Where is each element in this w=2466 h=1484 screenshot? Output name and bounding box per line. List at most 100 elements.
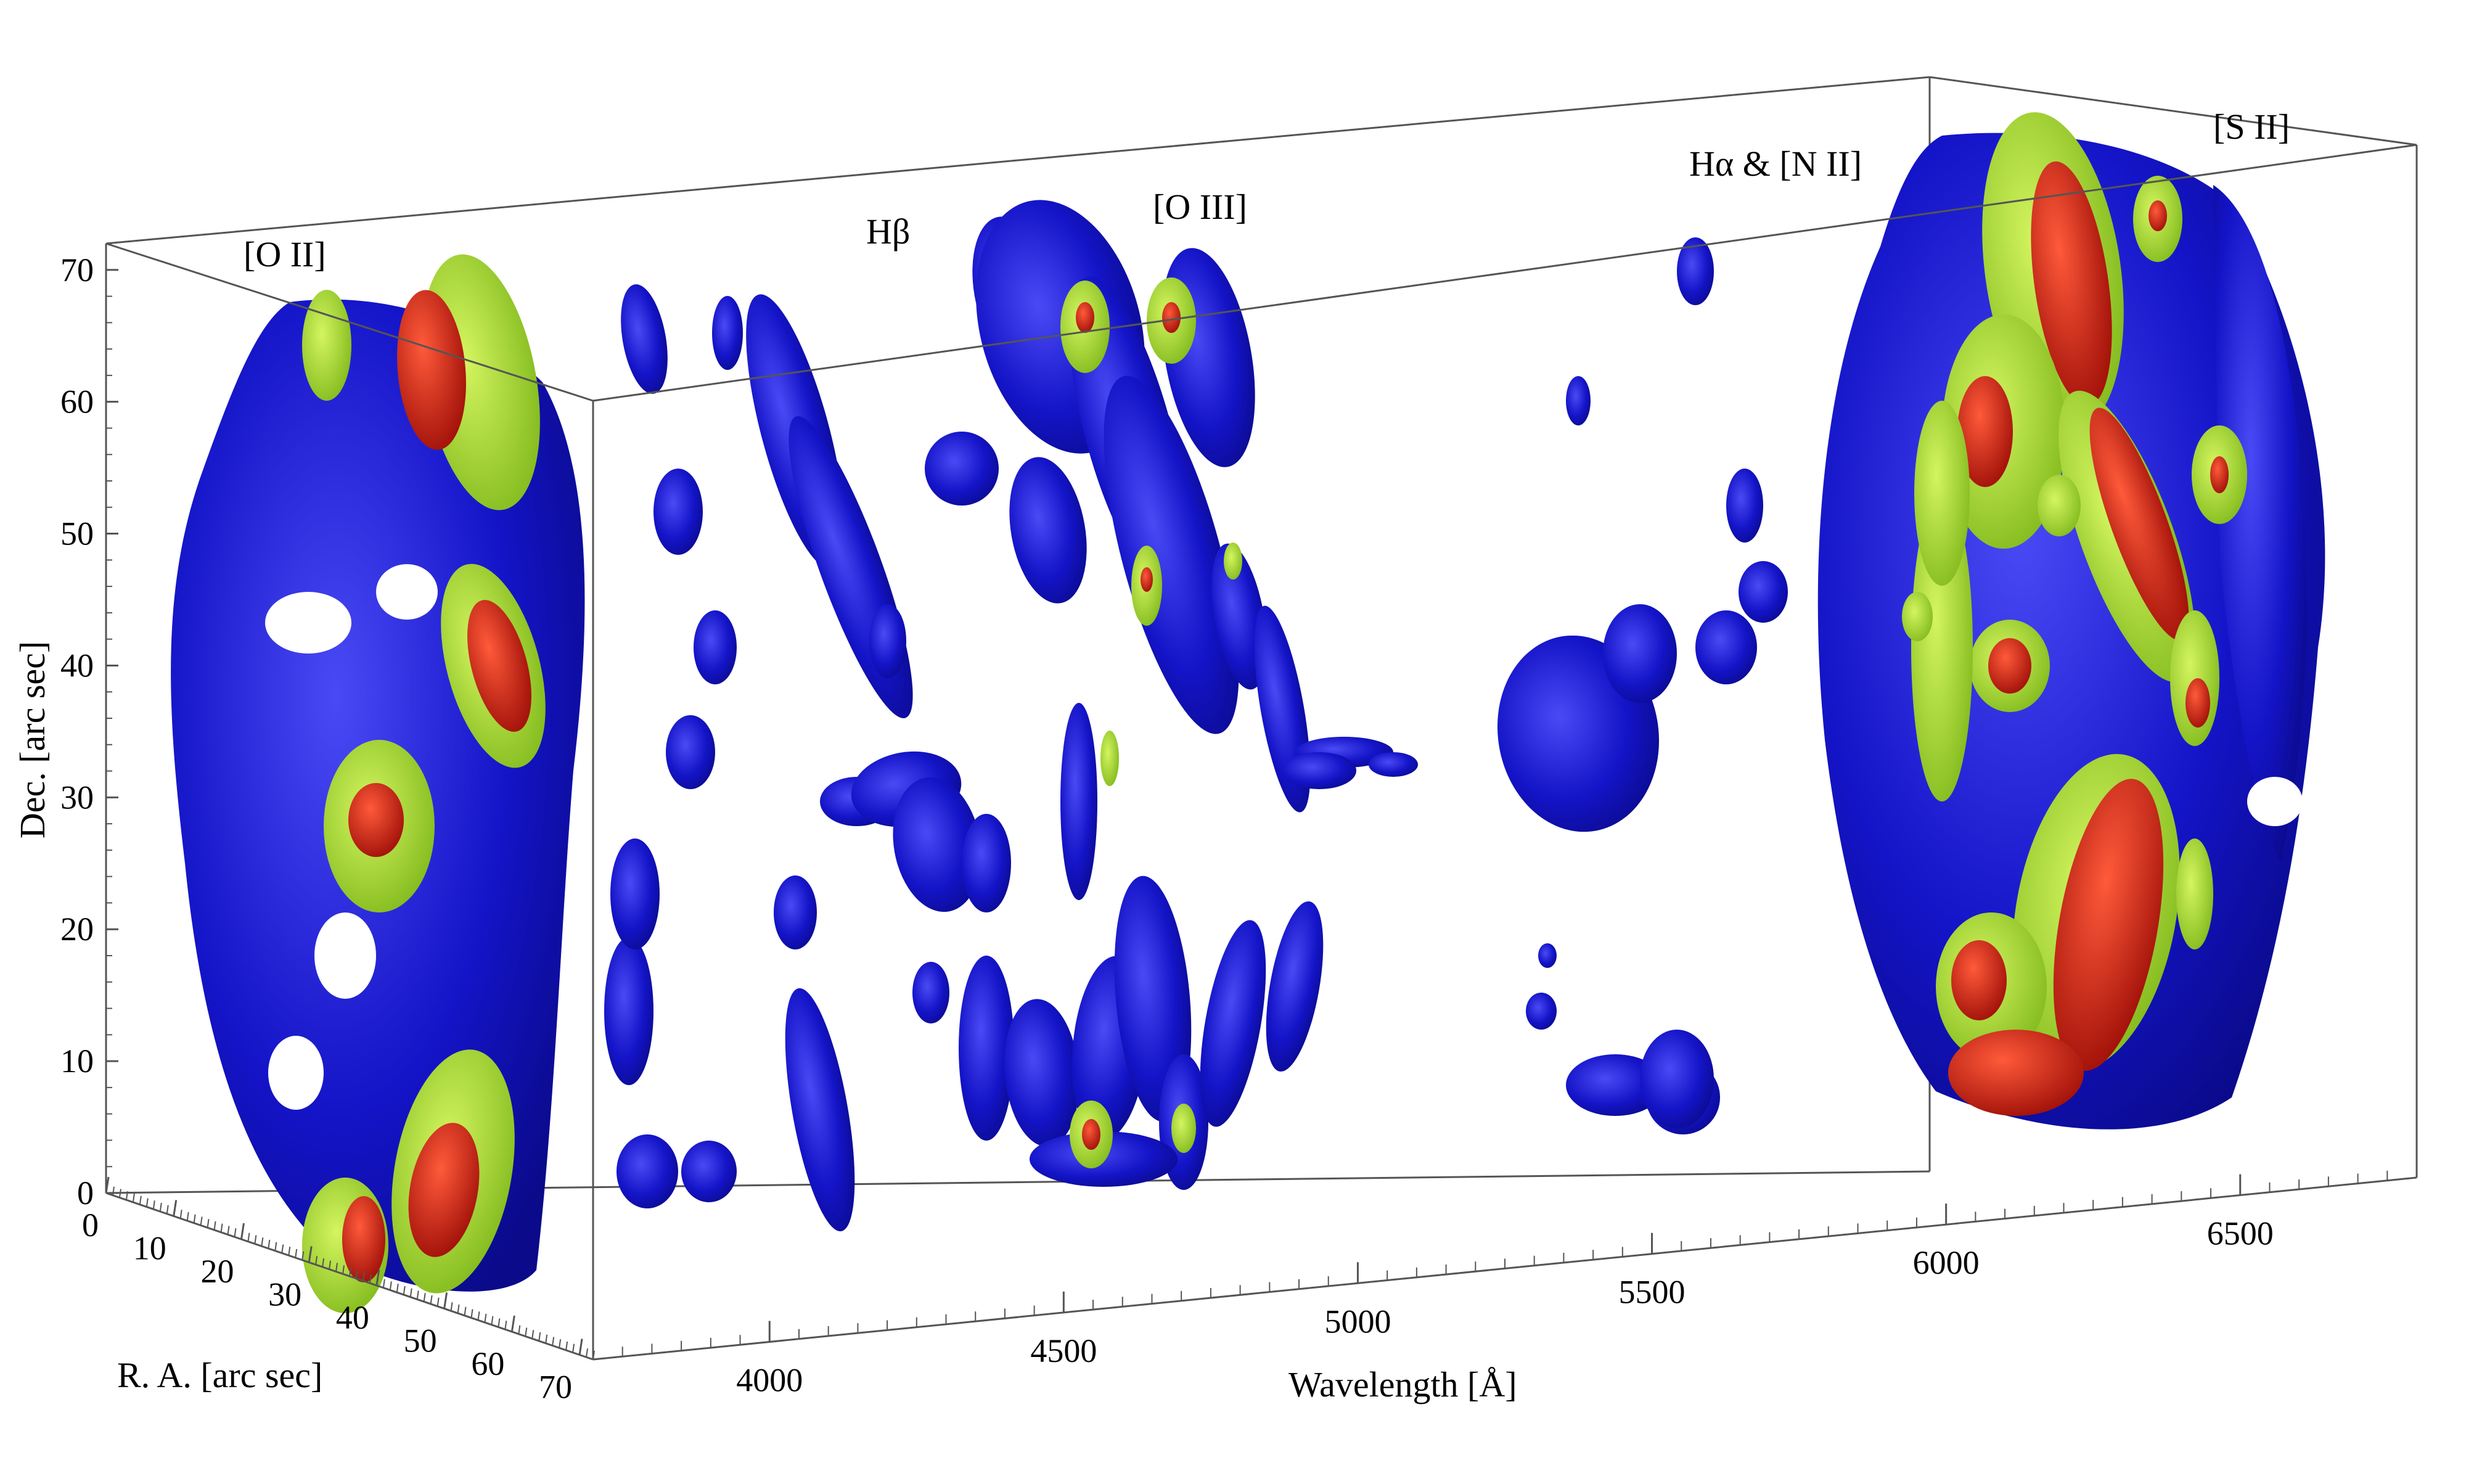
y-minor-tick xyxy=(470,1309,473,1318)
x-tick-label: 6000 xyxy=(1913,1244,1980,1281)
y-minor-tick xyxy=(173,1207,176,1216)
y-minor-tick xyxy=(288,1247,291,1256)
isosurface-mid xyxy=(1224,543,1242,580)
isosurface-mid xyxy=(302,290,351,401)
y-minor-tick xyxy=(586,1348,589,1358)
isosurface-low xyxy=(1004,999,1079,1147)
x-tick-label: 5000 xyxy=(1324,1303,1391,1340)
y-minor-tick xyxy=(409,1288,412,1297)
y-minor-tick xyxy=(403,1285,406,1295)
isosurface-gap xyxy=(376,564,438,620)
y-minor-tick xyxy=(579,1346,582,1355)
y-minor-tick xyxy=(349,1267,351,1277)
isosurface-gap xyxy=(265,592,351,654)
y-minor-tick xyxy=(281,1244,284,1253)
y-minor-tick xyxy=(531,1330,535,1339)
y-minor-tick xyxy=(125,1191,128,1200)
y-minor-tick xyxy=(274,1242,277,1251)
isosurface-mid xyxy=(2038,475,2081,536)
isosurface-low xyxy=(1009,457,1087,604)
x-tick-label: 4500 xyxy=(1030,1332,1097,1369)
isosurface-high xyxy=(1957,376,2013,487)
y-minor-tick xyxy=(301,1251,305,1260)
isosurface-low xyxy=(912,962,949,1023)
isosurface-low xyxy=(1526,993,1557,1030)
y-minor-tick xyxy=(389,1281,392,1290)
y-minor-tick xyxy=(295,1248,298,1258)
y-minor-tick xyxy=(552,1337,555,1346)
y-minor-tick xyxy=(247,1232,250,1242)
isosurface-low xyxy=(1739,561,1788,623)
isosurface-low xyxy=(616,1134,678,1208)
isosurface-low xyxy=(653,469,703,555)
isosurface-mid xyxy=(1902,592,1933,641)
y-minor-tick xyxy=(152,1200,155,1210)
isosurface-low xyxy=(1060,703,1097,900)
y-minor-tick xyxy=(382,1279,385,1288)
y-minor-tick xyxy=(369,1274,372,1284)
isosurface-high xyxy=(2149,200,2167,231)
isosurface-mid xyxy=(1911,493,1973,801)
axes-group: 0 10 20 30 40 50 60 70 0 10 20 30 40 50 60 70 4000 4500 50… xyxy=(60,243,2417,1406)
y-minor-tick xyxy=(565,1341,568,1351)
isosurface-low xyxy=(893,777,981,912)
z-tick-label: 70 xyxy=(60,252,94,289)
isosurface-high xyxy=(2089,408,2189,641)
line-labels: [O II] Hβ [O III] Hα & [N II] [S II] xyxy=(244,107,2290,274)
z-tick-label: 60 xyxy=(60,383,94,420)
x-tick-label: 4000 xyxy=(736,1361,803,1398)
y-minor-tick xyxy=(362,1272,365,1281)
isosurface-low xyxy=(610,838,660,949)
y-minor-tick xyxy=(355,1269,358,1279)
isosurface-gap xyxy=(268,1036,324,1110)
isosurface-mid xyxy=(1171,1104,1196,1153)
y-minor-tick xyxy=(322,1258,325,1268)
y-minor-tick xyxy=(200,1216,203,1226)
y-minor-tick xyxy=(375,1276,379,1286)
y-minor-tick xyxy=(254,1235,257,1244)
z-tick-label: 10 xyxy=(60,1043,94,1080)
y-minor-tick xyxy=(498,1318,501,1327)
y-minor-tick xyxy=(112,1186,115,1195)
y-minor-tick xyxy=(268,1239,271,1249)
isosurface-low xyxy=(1369,752,1418,777)
z-tick-label: 30 xyxy=(60,779,94,816)
isosurface-high xyxy=(342,1196,385,1282)
y-tick-label: 20 xyxy=(200,1253,234,1290)
y-tick-label: 0 xyxy=(82,1207,99,1244)
y-minor-tick xyxy=(484,1313,487,1323)
isosurface-low xyxy=(1538,943,1557,968)
isosurface-low xyxy=(604,937,653,1085)
y-minor-tick xyxy=(423,1293,426,1302)
y-minor-tick xyxy=(166,1205,169,1214)
y-minor-tick xyxy=(118,1189,121,1198)
y-tick-label: 40 xyxy=(336,1299,369,1336)
y-minor-tick xyxy=(179,1210,182,1219)
y-minor-tick xyxy=(342,1265,345,1274)
line-label-sii: [S II] xyxy=(2213,107,2290,147)
isosurface-mid xyxy=(1100,731,1119,786)
isosurface-high xyxy=(1141,567,1153,592)
isosurface-high xyxy=(2210,456,2229,493)
x-tick-label: 6500 xyxy=(2207,1215,2274,1252)
y-minor-tick xyxy=(335,1263,338,1272)
y-minor-tick xyxy=(525,1327,528,1337)
isosurface-high xyxy=(397,290,466,450)
isosurface-low xyxy=(789,416,913,718)
isosurface-low xyxy=(785,988,855,1232)
isosurface-high xyxy=(1948,1030,2084,1116)
z-tick-label: 40 xyxy=(60,647,94,684)
isosurface-low xyxy=(774,875,817,949)
y-tick-label: 70 xyxy=(539,1369,572,1406)
isosurface-high xyxy=(2053,779,2164,1071)
y-minor-tick xyxy=(240,1230,244,1240)
line-label-oii: [O II] xyxy=(244,234,326,274)
z-tick-label: 20 xyxy=(60,911,94,948)
isosurface-high xyxy=(1988,638,2031,694)
isosurface-low xyxy=(681,1141,737,1202)
y-minor-tick xyxy=(186,1211,189,1221)
isosurface-low xyxy=(1726,469,1763,543)
isosurface-low xyxy=(1603,604,1677,703)
y-minor-tick xyxy=(545,1334,548,1343)
isosurface-high xyxy=(1082,1119,1100,1150)
